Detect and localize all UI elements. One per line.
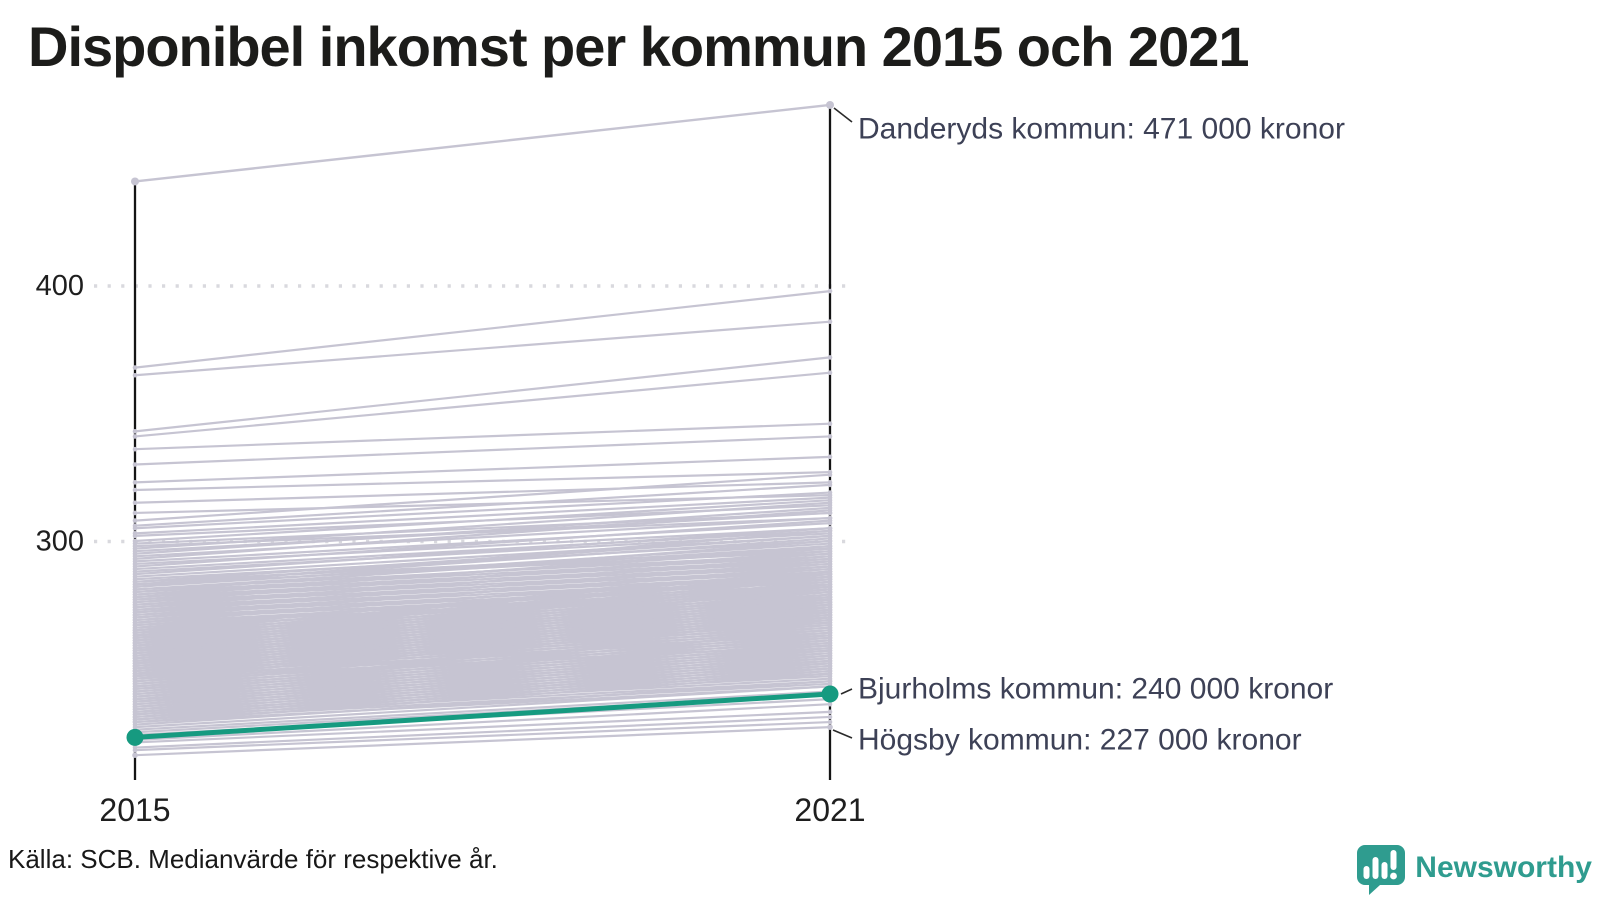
annotation-hogsby: Högsby kommun: 227 000 kronor (858, 724, 1302, 757)
bar-2 (1373, 857, 1379, 879)
exclamation-stem (1391, 850, 1397, 870)
leader-hogsby (833, 730, 852, 738)
y-tick-300: 300 (36, 526, 84, 558)
leader-danderyd (834, 108, 852, 122)
y-tick-400: 400 (36, 270, 84, 302)
brand-name: Newsworthy (1415, 851, 1592, 885)
bar-3 (1382, 862, 1388, 879)
brand: Newsworthy (1354, 841, 1592, 895)
annotation-leaders (833, 108, 852, 738)
annotation-bjurholm: Bjurholms kommun: 240 000 kronor (858, 673, 1333, 706)
background-slope-lines (133, 289, 833, 753)
x-label-2015: 2015 (99, 792, 170, 828)
newsworthy-logo-icon (1354, 841, 1406, 895)
source-note: Källa: SCB. Medianvärde för respektive å… (8, 844, 498, 875)
exclamation-dot (1390, 873, 1397, 880)
slope-chart: 400 300 Danderyds kommun: 471 000 kronor… (0, 0, 1600, 900)
x-label-2021: 2021 (794, 792, 865, 828)
annotation-danderyd: Danderyds kommun: 471 000 kronor (858, 113, 1345, 146)
leader-bjurholm (841, 689, 852, 694)
bar-1 (1364, 866, 1370, 879)
